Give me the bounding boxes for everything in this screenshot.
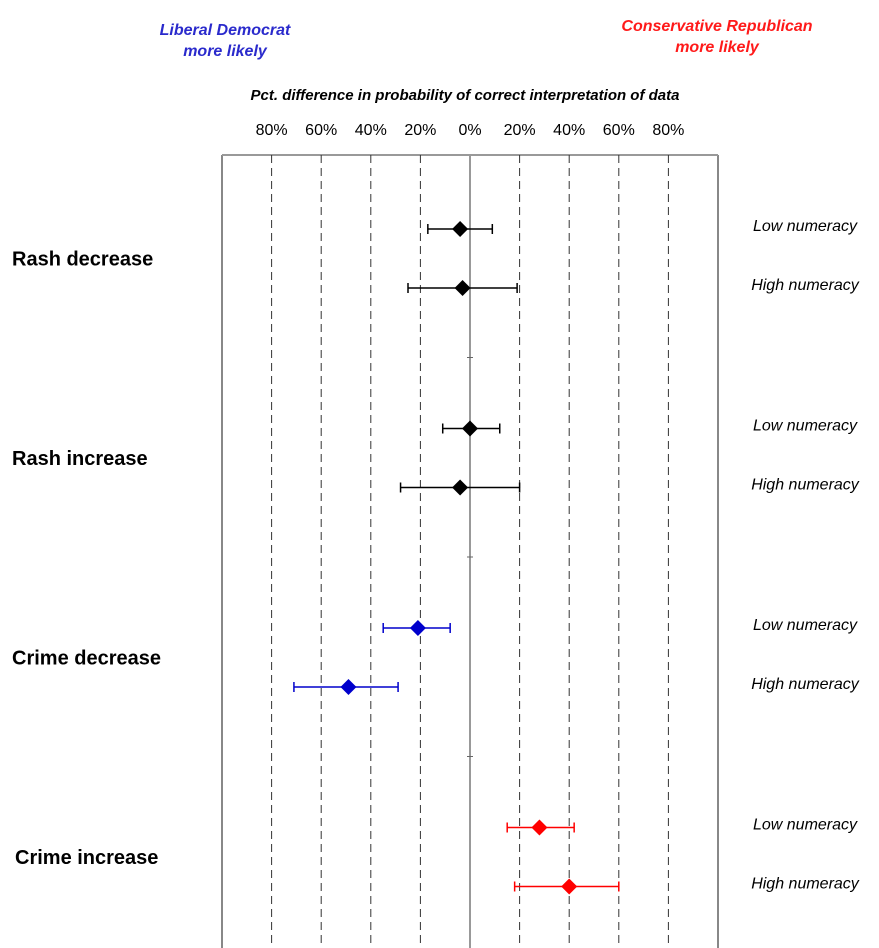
x-tick-label: 40% (553, 122, 585, 139)
series-label: High numeracy (751, 477, 860, 494)
point (340, 679, 357, 695)
left-note-line: more likely (183, 43, 268, 60)
series-label: Low numeracy (753, 418, 858, 435)
x-tick-label: 20% (504, 122, 536, 139)
x-tick-label: 40% (355, 122, 387, 139)
series-label: High numeracy (751, 277, 860, 294)
x-tick-label: 0% (458, 122, 481, 139)
left-note-line: Liberal Democrat (160, 22, 291, 39)
group-label: Rash increase (12, 448, 148, 470)
point (409, 620, 426, 636)
series-label: High numeracy (751, 676, 860, 693)
point (462, 420, 478, 437)
x-tick-label: 80% (652, 122, 684, 139)
point (454, 280, 471, 296)
series-label: High numeracy (751, 876, 860, 893)
right-note-line: more likely (675, 39, 760, 56)
group-label: Crime decrease (12, 647, 161, 669)
x-tick-label: 60% (305, 122, 337, 139)
series-label: Low numeracy (753, 617, 858, 634)
point (531, 819, 548, 836)
point (452, 221, 469, 237)
x-tick-label: 20% (404, 122, 436, 139)
x-tick-label: 60% (603, 122, 635, 139)
group-label: Rash decrease (12, 248, 153, 270)
group-label: Crime increase (15, 847, 158, 869)
series-label: Low numeracy (753, 817, 858, 834)
x-axis-label: Pct. difference in probability of correc… (251, 87, 680, 104)
series-label: Low numeracy (753, 218, 858, 235)
point (561, 878, 578, 895)
right-note-line: Conservative Republican (621, 18, 812, 35)
point (452, 479, 469, 496)
x-tick-label: 80% (256, 122, 288, 139)
